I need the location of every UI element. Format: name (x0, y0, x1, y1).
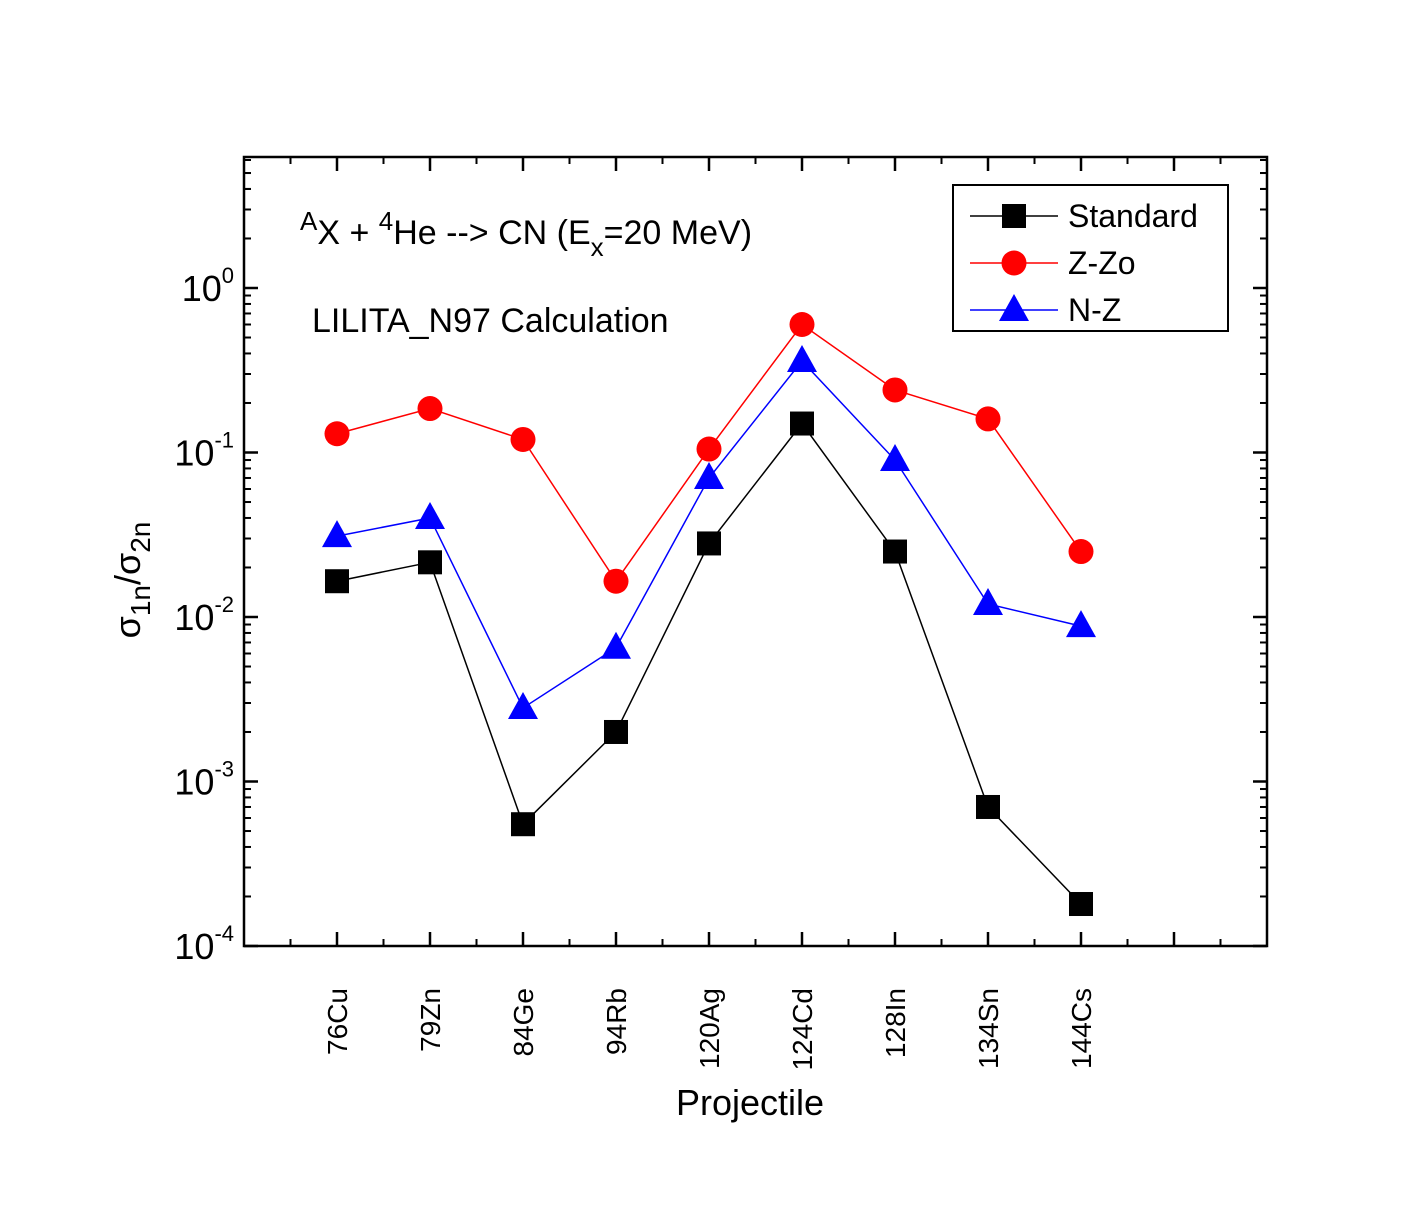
marker-circle (417, 396, 443, 422)
marker-circle (603, 568, 629, 594)
reaction-x: X + (317, 214, 378, 252)
y-tick-base: 10 (174, 433, 214, 474)
marker-circle (324, 421, 350, 447)
y-tick-exponent: -1 (214, 428, 234, 453)
y-tick-label: 10-1 (174, 428, 234, 474)
series-standard (325, 411, 1093, 917)
series-layer (322, 311, 1096, 917)
marker-triangle (999, 294, 1029, 321)
marker-square (604, 719, 628, 744)
x-tick-label: 144Cs (1066, 988, 1097, 1069)
marker-square (418, 550, 442, 575)
marker-square (511, 812, 535, 837)
y-tick-label: 10-3 (174, 757, 234, 803)
legend-label: Z-Zo (1068, 245, 1136, 281)
y-title-sub1: 1n (125, 585, 156, 616)
x-tick-label: 79Zn (415, 988, 446, 1052)
reaction-he: He --> CN (E (393, 214, 590, 252)
marker-triangle (694, 461, 724, 489)
x-tick-label: 84Ge (508, 988, 539, 1057)
y-title-sigma1: σ (107, 616, 148, 638)
reaction-sup-4: 4 (379, 206, 393, 236)
marker-triangle (973, 587, 1003, 615)
marker-circle (789, 311, 815, 337)
x-tick-label: 94Rb (601, 988, 632, 1055)
marker-circle (975, 406, 1001, 432)
legend: Standard Z-Zo N-Z (952, 184, 1229, 332)
marker-square (976, 794, 1000, 819)
y-tick-base: 10 (174, 597, 214, 638)
marker-triangle (415, 501, 445, 529)
marker-circle (510, 426, 536, 452)
series-n-z (322, 344, 1096, 719)
series-line (336, 422, 1082, 905)
legend-label: N-Z (1068, 292, 1121, 328)
y-tick-base: 10 (182, 268, 222, 309)
marker-square (883, 539, 907, 564)
x-tick-label: 124Cd (787, 988, 818, 1071)
marker-triangle (508, 691, 538, 719)
marker-triangle (787, 344, 817, 372)
marker-square (697, 531, 721, 556)
y-tick-exponent: -4 (214, 921, 234, 946)
y-tick-base: 10 (174, 762, 214, 803)
marker-circle (1001, 250, 1027, 276)
calculation-annotation: LILITA_N97 Calculation (312, 302, 669, 340)
marker-triangle (322, 520, 352, 548)
marker-square (325, 569, 349, 594)
series-z-zo (324, 311, 1094, 594)
y-title-slash: / (107, 575, 148, 585)
reaction-rest: =20 MeV) (604, 214, 752, 252)
x-tick-label: 76Cu (322, 988, 353, 1055)
y-tick-exponent: -3 (214, 757, 234, 782)
reaction-annotation: AX + 4He --> CN (Ex=20 MeV) (300, 206, 752, 262)
x-axis-title: Projectile (676, 1082, 824, 1123)
y-tick-label: 10-4 (174, 921, 234, 967)
x-tick-label: 120Ag (694, 988, 725, 1069)
legend-label: Standard (1068, 198, 1198, 234)
legend-box (952, 184, 1229, 332)
marker-circle (696, 436, 722, 462)
marker-square (790, 411, 814, 436)
reaction-sup-a: A (300, 206, 318, 236)
marker-square (1069, 892, 1093, 917)
marker-triangle (1066, 610, 1096, 638)
marker-triangle (601, 631, 631, 659)
marker-square (1002, 204, 1026, 228)
y-title-sigma2: σ (107, 553, 148, 575)
marker-circle (882, 377, 908, 403)
y-tick-label: 100 (182, 263, 234, 309)
y-tick-label: 10-2 (174, 592, 234, 638)
y-axis-title: σ1n/σ2n (107, 522, 156, 639)
marker-circle (1068, 539, 1094, 565)
y-tick-exponent: 0 (222, 263, 234, 288)
y-tick-exponent: -2 (214, 592, 234, 617)
x-tick-label: 134Sn (973, 988, 1004, 1069)
y-title-sub2: 2n (125, 522, 156, 553)
reaction-sub-x: x (591, 232, 604, 262)
x-tick-label: 128In (880, 988, 911, 1058)
marker-triangle (880, 444, 910, 472)
y-tick-base: 10 (174, 926, 214, 967)
